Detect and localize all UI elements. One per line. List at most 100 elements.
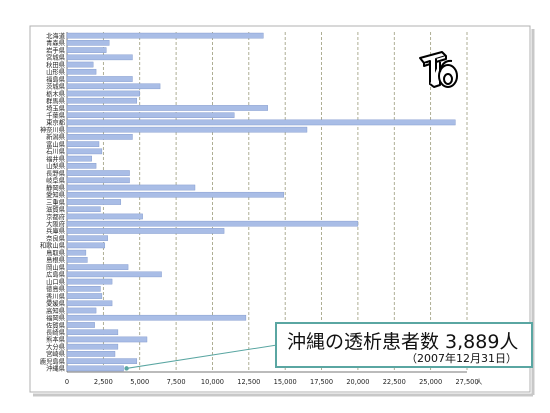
- x-tick-label: 12,500: [237, 378, 260, 386]
- y-tick-label: 青森県: [46, 38, 66, 47]
- bar: [66, 307, 97, 314]
- x-tick-label: 10,000: [201, 378, 224, 386]
- y-tick-label: 宮城県: [46, 53, 66, 62]
- bar: [66, 163, 97, 169]
- y-tick-label: 岡山県: [46, 262, 66, 271]
- callout-title: 沖縄の透析患者数 3,889人: [287, 331, 519, 353]
- y-tick-label: 群馬県: [46, 96, 66, 105]
- y-tick-label: 三重県: [46, 198, 66, 206]
- bar: [66, 206, 101, 213]
- bar: [66, 358, 138, 364]
- bar: [66, 177, 130, 184]
- y-tick-label: 愛知県: [46, 190, 66, 199]
- x-tick-label: 25,000: [419, 378, 442, 386]
- bar: [66, 351, 116, 357]
- bar: [66, 126, 308, 133]
- bar: [66, 134, 133, 140]
- bar: [66, 119, 456, 126]
- bar: [66, 170, 130, 176]
- bar: [66, 249, 87, 256]
- bar: [66, 343, 119, 350]
- y-tick-label: 徳島県: [46, 284, 66, 293]
- y-tick-label: 京都府: [46, 212, 65, 221]
- x-tick-label: 22,500: [383, 378, 406, 386]
- y-tick-label: 福島県: [46, 74, 66, 83]
- x-tick-label: 27,500: [455, 378, 478, 386]
- y-tick-label: 埼玉県: [46, 103, 66, 112]
- bar: [66, 191, 284, 198]
- x-tick-label: 0: [65, 378, 69, 386]
- bar: [66, 32, 264, 39]
- bar: [66, 314, 247, 321]
- callout-connector: [126, 344, 278, 369]
- bar: [66, 76, 133, 82]
- t6-logo-icon: [412, 48, 464, 94]
- y-tick-label: 福井県: [46, 154, 66, 163]
- y-tick-label: 秋田県: [46, 60, 66, 69]
- bar: [66, 286, 101, 292]
- x-tick-label: 2,500: [94, 378, 113, 386]
- y-tick-label: 熊本県: [46, 335, 66, 344]
- bar: [66, 213, 143, 220]
- bar: [66, 329, 119, 336]
- bar: [66, 97, 138, 104]
- bar: [66, 336, 148, 343]
- bar: [66, 105, 268, 111]
- bar: [66, 155, 92, 162]
- y-tick-label: 沖縄県: [46, 364, 66, 373]
- y-tick-label: 山口県: [46, 277, 66, 286]
- y-tick-label: 茨城県: [46, 82, 66, 91]
- y-tick-label: 長崎県: [46, 328, 66, 337]
- bar: [66, 83, 161, 90]
- y-tick-label: 岐阜県: [46, 176, 66, 185]
- bar: [66, 61, 94, 68]
- y-tick-label: 北海道: [46, 31, 66, 40]
- bar: [66, 47, 107, 53]
- y-tick-label: 滋賀県: [46, 205, 66, 214]
- bar: [66, 300, 113, 307]
- bar: [66, 228, 225, 234]
- bar: [66, 148, 103, 155]
- x-unit-label: 人: [476, 378, 483, 386]
- x-tick-label: 7,500: [167, 378, 186, 386]
- y-tick-label: 広島県: [46, 270, 66, 279]
- y-tick-label: 香川県: [46, 291, 66, 300]
- y-tick-label: 福岡県: [46, 313, 66, 322]
- y-tick-label: 兵庫県: [46, 226, 66, 235]
- bar: [66, 278, 113, 285]
- bar: [66, 199, 122, 205]
- callout-box: 沖縄の透析患者数 3,889人 （2007年12月31日）: [275, 322, 533, 368]
- y-tick-label: 高知県: [46, 306, 66, 315]
- bar: [66, 54, 133, 61]
- bar: [66, 257, 88, 263]
- y-tick-label: 神奈川県: [40, 125, 66, 134]
- bar: [66, 90, 140, 97]
- bar: [66, 271, 162, 278]
- y-tick-label: 宮崎県: [46, 349, 66, 358]
- y-tick-label: 鹿児島県: [40, 356, 66, 365]
- bar: [66, 112, 235, 118]
- x-tick-label: 5,000: [130, 378, 149, 386]
- bar: [66, 235, 108, 241]
- y-tick-label: 島根県: [46, 255, 66, 264]
- y-tick-label: 富山県: [46, 139, 66, 148]
- callout-marker: [124, 366, 129, 371]
- y-tick-label: 石川県: [46, 148, 66, 156]
- y-tick-label: 東京都: [46, 118, 66, 127]
- bar: [66, 293, 103, 299]
- y-tick-label: 大阪府: [46, 219, 65, 228]
- bar: [66, 184, 196, 191]
- y-tick-label: 静岡県: [46, 183, 66, 192]
- y-tick-label: 岩手県: [46, 45, 66, 54]
- y-tick-label: 長野県: [46, 169, 66, 177]
- y-tick-label: 千葉県: [46, 110, 66, 119]
- y-tick-label: 山形県: [46, 67, 66, 76]
- y-tick-label: 新潟県: [46, 132, 66, 141]
- y-tick-label: 大分県: [46, 342, 66, 351]
- bar: [66, 264, 129, 270]
- bar: [66, 220, 359, 227]
- x-tick-label: 20,000: [346, 378, 369, 386]
- y-tick-label: 山梨県: [46, 161, 66, 170]
- y-tick-label: 鳥取県: [46, 248, 66, 257]
- bar: [66, 40, 110, 46]
